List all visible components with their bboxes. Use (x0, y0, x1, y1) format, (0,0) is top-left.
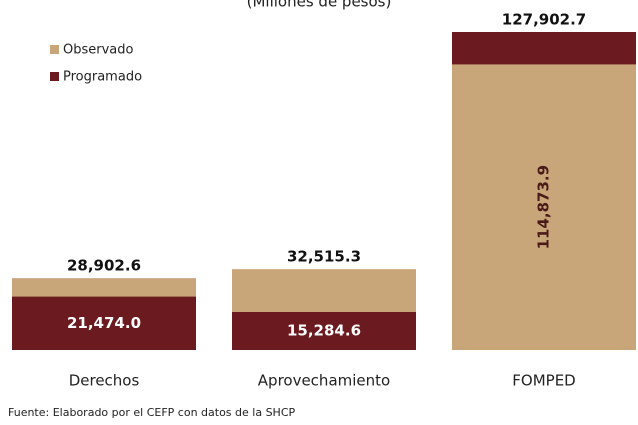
legend-swatch (50, 72, 59, 81)
bar (12, 296, 196, 350)
value-label: 114,873.9 (535, 165, 553, 249)
x-tick-label: FOMPED (512, 372, 575, 390)
legend-label: Observado (63, 43, 134, 58)
value-label: 32,515.3 (287, 248, 361, 266)
value-label: 21,474.0 (67, 314, 141, 332)
value-label: 28,902.6 (67, 257, 141, 275)
chart-subtitle: (Millones de pesos) (247, 0, 392, 11)
bar (232, 311, 416, 350)
legend-swatch (50, 45, 59, 54)
bar (452, 64, 636, 350)
value-label: 15,284.6 (287, 321, 361, 339)
x-tick-label: Aprovechamiento (258, 372, 390, 390)
value-label: 127,902.7 (502, 11, 586, 29)
source-note: Fuente: Elaborado por el CEFP con datos … (8, 406, 296, 419)
x-tick-label: Derechos (69, 372, 140, 390)
legend-label: Programado (63, 70, 142, 85)
